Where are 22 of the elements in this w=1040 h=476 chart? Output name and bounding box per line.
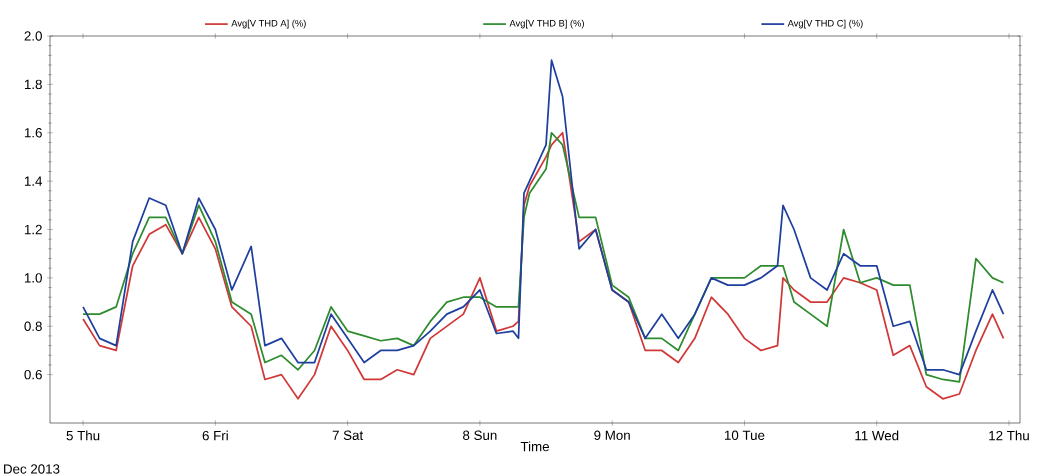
x-tick-label: 5 Thu — [66, 430, 100, 441]
x-tick-label: 9 Mon — [594, 430, 630, 440]
y-tick-label: 1.2 — [24, 224, 42, 235]
x-axis-title: Time — [520, 441, 549, 452]
y-tick-label: 0.8 — [24, 321, 42, 331]
y-tick-label: 1.6 — [24, 128, 42, 138]
x-tick-label: 6 Fri — [202, 430, 228, 441]
x-tick-label: 10 Tue — [724, 430, 765, 440]
legend-label: Avg[V THD C] (%) — [787, 19, 863, 29]
y-tick-label: 2.0 — [24, 31, 42, 41]
x-tick-label: 12 Thu — [989, 430, 1029, 441]
legend-label: Avg[V THD B] (%) — [509, 19, 584, 29]
y-tick-label: 1.8 — [24, 79, 42, 90]
text: Dec 2013 — [4, 464, 60, 474]
y-tick-label: 0.6 — [24, 369, 42, 380]
x-tick-label: 11 Wed — [855, 430, 899, 441]
y-tick-label: 1.4 — [24, 176, 43, 186]
x-tick-label: 8 Sun — [463, 430, 497, 440]
line-series — [82, 59, 1005, 376]
legend-label: Avg[V THD A] (%) — [231, 19, 306, 29]
y-tick-label: 1.0 — [24, 273, 42, 283]
x-tick-label: 7 Sat — [332, 430, 364, 440]
